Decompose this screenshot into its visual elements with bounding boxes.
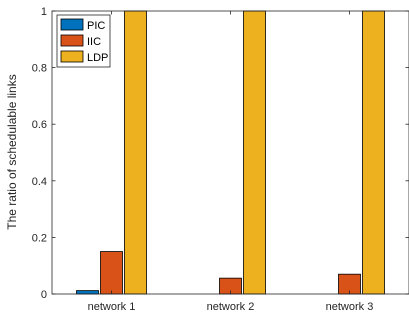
- x-tick-label: network 2: [207, 301, 255, 313]
- plot-area: [52, 11, 409, 294]
- x-tick-label: network 1: [88, 301, 136, 313]
- legend-swatch-ldp: [60, 50, 84, 63]
- bar-ldp-network-3: [362, 10, 385, 295]
- bar-ldp-network-2: [243, 10, 266, 295]
- y-tick-label: 0.6: [32, 119, 47, 131]
- y-tick-label: 0.4: [32, 176, 47, 188]
- y-tick-label: 1: [41, 6, 47, 18]
- x-tick-label: network 3: [326, 301, 374, 313]
- bar-iic-network-1: [100, 251, 123, 295]
- legend-swatch-pic: [60, 18, 84, 31]
- legend-label-iic: IIC: [87, 36, 101, 48]
- y-tick-label: 0.8: [32, 63, 47, 75]
- y-tick-label: 0.2: [32, 232, 47, 244]
- legend-label-ldp: LDP: [87, 52, 108, 64]
- y-tick-label: 0: [41, 289, 47, 301]
- bars-group: [76, 10, 385, 295]
- legend-label-pic: PIC: [87, 20, 105, 32]
- bar-ldp-network-1: [124, 10, 147, 295]
- ticks-group: 0 0.2 0.4 0.6 0.8 1 network 1 network 2 network …: [32, 6, 409, 313]
- bar-pic-network-1: [76, 290, 99, 295]
- legend: PIC IIC LDP: [56, 14, 111, 68]
- y-axis-label: The ratio of schedulable links: [5, 74, 19, 229]
- legend-swatch-iic: [60, 34, 84, 47]
